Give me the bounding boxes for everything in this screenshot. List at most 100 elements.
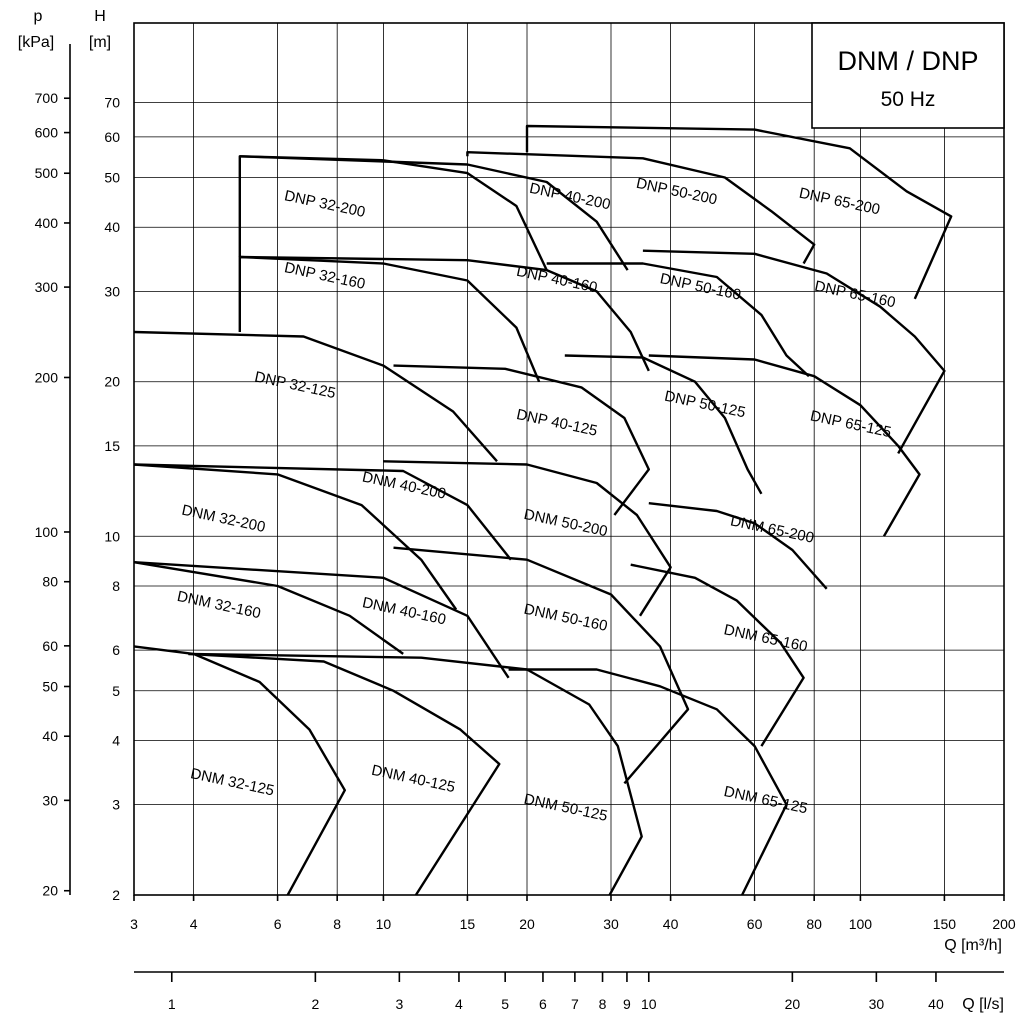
y-tick-label: 10 xyxy=(104,528,120,544)
x2-tick-label: 40 xyxy=(928,996,944,1012)
pump-curve xyxy=(546,262,810,378)
pump-curve xyxy=(466,150,816,265)
grid xyxy=(133,22,1005,896)
pump-curve-label: DNM 50-125 xyxy=(522,791,609,825)
pump-curve-label: DNP 65-160 xyxy=(813,278,897,312)
x-tick-label: 6 xyxy=(274,916,282,932)
x-tick-label: 30 xyxy=(603,916,619,932)
y-tick-label: 4 xyxy=(112,732,120,748)
x2-tick-label: 20 xyxy=(785,996,801,1012)
y-axis-title: H xyxy=(94,8,106,25)
y-tick-label: 5 xyxy=(112,683,120,699)
x-tick-label: 200 xyxy=(992,916,1016,932)
y-tick-label: 15 xyxy=(104,438,120,454)
pump-curve-label: DNP 65-125 xyxy=(809,407,893,441)
pump-curve xyxy=(508,668,788,896)
pump-curve xyxy=(188,652,501,896)
y-tick-label: 2 xyxy=(112,887,120,903)
x-tick-label: 8 xyxy=(333,916,341,932)
pump-curve-label: DNP 40-125 xyxy=(515,406,599,440)
pump-curve xyxy=(133,561,404,655)
x-tick-label: 15 xyxy=(460,916,476,932)
x-tick-label: 100 xyxy=(849,916,873,932)
pump-curve xyxy=(393,546,690,785)
x2-tick-label: 8 xyxy=(599,996,607,1012)
chart-subtitle: 50 Hz xyxy=(881,88,936,111)
pump-curve-label: DNP 32-200 xyxy=(283,187,367,221)
pressure-tick-label: 500 xyxy=(35,165,59,181)
tick-labels: 3 4 6 8 10 15 20 30 40 60 80 100 150 2002345681015203… xyxy=(35,44,1016,1012)
y-tick-label: 20 xyxy=(104,374,120,390)
pressure-tick-label: 300 xyxy=(35,279,59,295)
x2-tick-label: 7 xyxy=(571,996,579,1012)
pump-curve-label: DNP 65-200 xyxy=(798,185,882,219)
x-tick-label: 4 xyxy=(190,916,198,932)
pump-curve-label: DNM 40-200 xyxy=(361,469,448,503)
pump-curve xyxy=(393,364,650,516)
pump-curve xyxy=(383,460,672,617)
pump-curve xyxy=(238,155,548,271)
pump-curve-label: DNM 65-200 xyxy=(729,512,816,546)
pump-curve xyxy=(648,502,828,590)
pressure-tick-label: 200 xyxy=(35,369,59,385)
pump-curve xyxy=(642,249,946,454)
pressure-tick-label: 60 xyxy=(42,638,58,654)
pump-curve xyxy=(238,255,541,383)
pressure-axis-title: p xyxy=(34,8,43,25)
x-tick-label: 10 xyxy=(376,916,392,932)
pressure-tick-label: 30 xyxy=(42,792,58,808)
pressure-axis-unit: [kPa] xyxy=(18,34,54,51)
pump-curve-label: DNP 32-125 xyxy=(253,368,337,402)
pump-curve xyxy=(133,463,512,561)
x2-tick-label: 6 xyxy=(539,996,547,1012)
pump-curve xyxy=(630,563,805,747)
pump-curve-label: DNM 32-125 xyxy=(189,765,276,799)
x-tick-label: 20 xyxy=(519,916,535,932)
x-tick-label: 60 xyxy=(747,916,763,932)
pump-curve-label: DNM 50-160 xyxy=(522,601,609,635)
pump-curve xyxy=(525,124,953,300)
x2-tick-label: 10 xyxy=(641,996,657,1012)
y-tick-label: 50 xyxy=(104,170,120,186)
pressure-tick-label: 40 xyxy=(42,728,58,744)
pump-curve-label: DNP 40-200 xyxy=(528,180,612,214)
x-axis-title: Q [m³/h] xyxy=(944,937,1002,954)
pressure-tick-label: 400 xyxy=(35,215,59,231)
x-tick-label: 40 xyxy=(663,916,679,932)
y-tick-label: 40 xyxy=(104,219,120,235)
x2-tick-label: 9 xyxy=(623,996,631,1012)
pump-curve-label: DNM 32-160 xyxy=(176,588,263,622)
y-tick-label: 60 xyxy=(104,129,120,145)
x2-tick-label: 4 xyxy=(455,996,463,1012)
pump-curve-label: DNM 40-125 xyxy=(370,762,457,796)
pressure-tick-label: 100 xyxy=(35,524,59,540)
y-tick-label: 6 xyxy=(112,642,120,658)
pressure-tick-label: 700 xyxy=(35,90,59,106)
pressure-tick-label: 80 xyxy=(42,574,58,590)
pump-curves xyxy=(133,124,953,896)
x2-tick-label: 1 xyxy=(168,996,176,1012)
x-tick-label: 150 xyxy=(933,916,957,932)
pump-curve-label: DNM 32-200 xyxy=(180,502,267,536)
pump-curve-label: DNM 40-160 xyxy=(361,594,448,628)
title-box: DNM / DNP 50 Hz xyxy=(811,22,1005,129)
x2-tick-label: 5 xyxy=(501,996,509,1012)
y-axis-unit: [m] xyxy=(89,34,111,51)
pump-curve-label: DNM 50-200 xyxy=(522,506,609,540)
y-tick-label: 3 xyxy=(112,797,120,813)
pump-curve xyxy=(133,330,498,463)
x2-axis-title: Q [l/s] xyxy=(962,996,1004,1013)
plot-frame xyxy=(133,22,1005,896)
pump-curve xyxy=(239,255,650,372)
x2-tick-label: 3 xyxy=(395,996,403,1012)
pump-curve-label: DNP 50-200 xyxy=(635,175,719,209)
pump-curve xyxy=(188,652,643,896)
curve-labels: DNM 32-125 DNM 32-160 DNM 32-200 DNM 40-125… xyxy=(176,175,897,825)
chart-title: DNM / DNP xyxy=(838,46,979,76)
pump-curve xyxy=(133,561,510,679)
x2-tick-label: 30 xyxy=(869,996,885,1012)
y-tick-label: 70 xyxy=(104,95,120,111)
pump-curve xyxy=(133,645,346,896)
y-tick-label: 8 xyxy=(112,578,120,594)
pump-curve xyxy=(648,354,921,537)
